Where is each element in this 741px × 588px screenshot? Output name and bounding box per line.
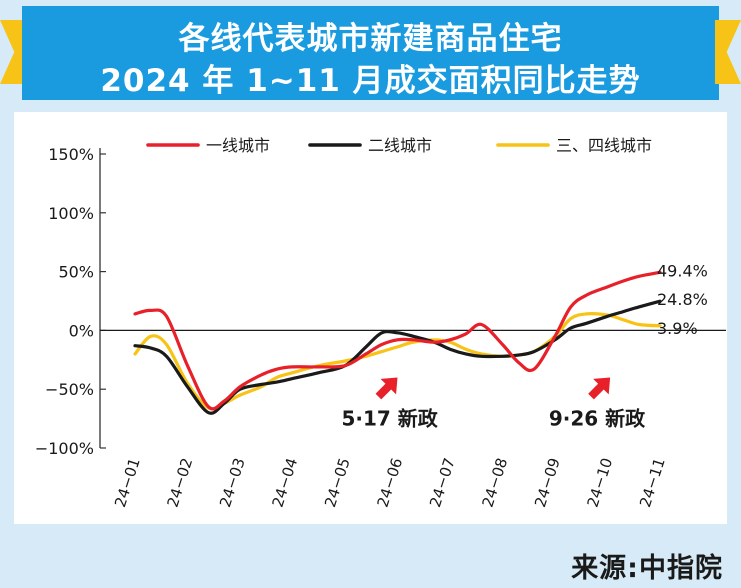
x-tick-label: 24−05	[321, 456, 354, 510]
end-label-2: 24.8%	[657, 290, 708, 309]
policy-annotation-1: 5·17 新政	[341, 407, 438, 431]
x-tick-label: 24−06	[374, 456, 407, 510]
policy-arrow-shape	[588, 377, 611, 400]
y-tick-label: 100%	[48, 204, 94, 223]
y-tick-label: −100%	[35, 439, 94, 458]
chart-title-line2: 2024 年 1~11 月成交面积同比走势	[100, 63, 641, 99]
policy-arrow-shape	[375, 377, 398, 400]
y-tick-label: 0%	[69, 321, 94, 340]
y-tick-label: 150%	[48, 145, 94, 164]
series-line-3	[133, 312, 662, 411]
chart-panel: 150% 100% 50% 0% −50% −100% 24−01 24−02 24−03 24−…	[14, 112, 727, 524]
policy-arrow-1	[375, 377, 398, 400]
x-tick-label: 24−03	[216, 456, 249, 510]
x-tick-label: 24−01	[111, 456, 144, 510]
x-tick-label: 24−09	[531, 456, 564, 510]
title-banner: 各线代表城市新建商品住宅 2024 年 1~11 月成交面积同比走势	[0, 0, 741, 104]
x-tick-label: 24−02	[164, 456, 197, 510]
legend-label-1: 一线城市	[206, 136, 270, 155]
legend-label-3: 三、四线城市	[556, 136, 652, 155]
series-line-2	[133, 299, 662, 415]
end-label-3: 3.9%	[657, 319, 698, 338]
policy-annotation-2: 9·26 新政	[549, 407, 646, 431]
line-chart: 150% 100% 50% 0% −50% −100% 24−01 24−02 24−03 24−…	[35, 136, 726, 510]
x-tick-label: 24−11	[636, 456, 669, 510]
legend-label-2: 二线城市	[368, 136, 432, 155]
x-tick-label: 24−08	[479, 456, 512, 510]
end-label-1: 49.4%	[657, 261, 708, 280]
y-tick-label: −50%	[45, 380, 94, 399]
x-tick-label: 24−04	[269, 456, 302, 510]
chart-title-line1: 各线代表城市新建商品住宅	[178, 21, 563, 57]
x-tick-label: 24−10	[584, 456, 617, 510]
policy-arrow-2	[588, 377, 611, 400]
source-note: 来源:中指院	[571, 553, 723, 584]
x-tick-label: 24−07	[426, 456, 459, 510]
banner-bar	[22, 6, 719, 100]
y-tick-label: 50%	[58, 263, 94, 282]
series-line-1	[133, 270, 662, 411]
